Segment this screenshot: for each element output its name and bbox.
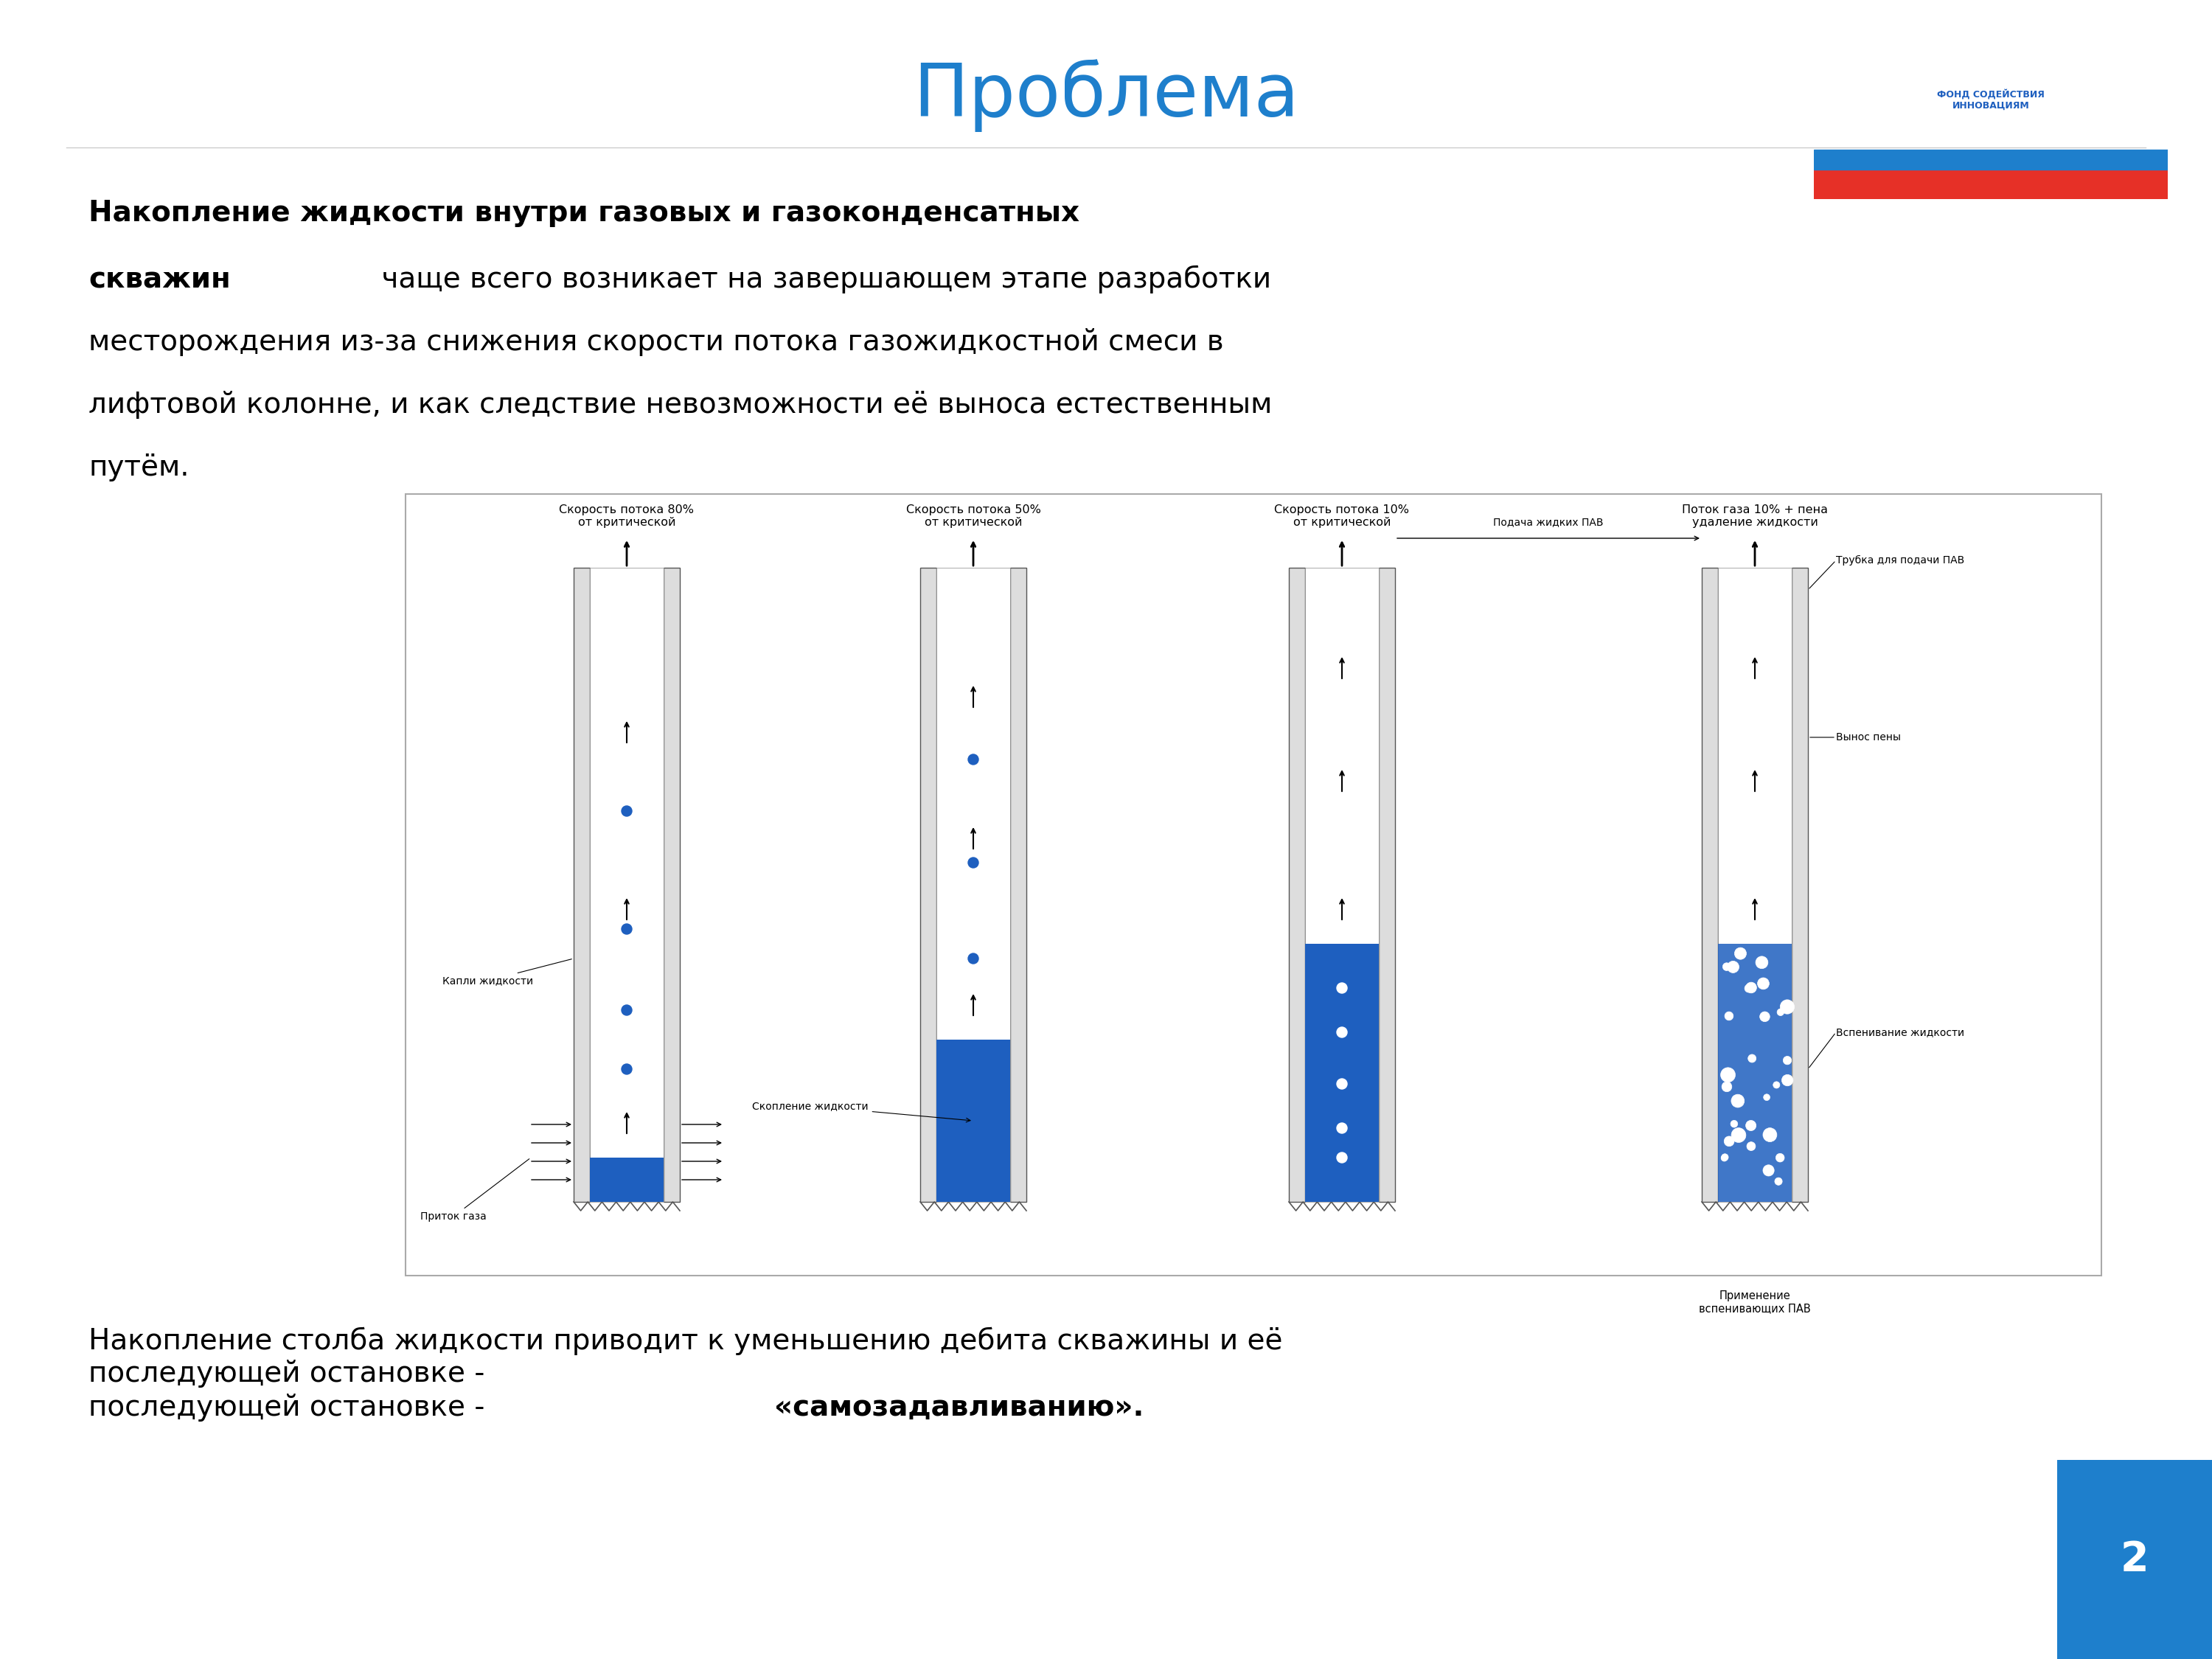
Circle shape	[1723, 962, 1730, 971]
Circle shape	[1728, 961, 1739, 972]
Bar	[936, 567, 1011, 1201]
Bar	[1814, 169, 2168, 199]
Bar	[1719, 944, 1792, 1201]
Circle shape	[1774, 1082, 1781, 1088]
Circle shape	[969, 858, 978, 868]
Bar	[405, 494, 2101, 1276]
Text: Скопление жидкости: Скопление жидкости	[752, 1102, 971, 1121]
Circle shape	[1721, 1067, 1734, 1082]
Text: Вспенивание жидкости: Вспенивание жидкости	[1836, 1027, 1964, 1037]
Circle shape	[1721, 1153, 1728, 1161]
Bar	[936, 1040, 1011, 1201]
Bar	[1701, 567, 1719, 1201]
Circle shape	[622, 1005, 633, 1015]
Bar	[664, 567, 679, 1201]
Circle shape	[1781, 1000, 1794, 1014]
Circle shape	[1756, 956, 1767, 969]
Circle shape	[1723, 1136, 1734, 1146]
Circle shape	[1761, 1012, 1770, 1022]
Circle shape	[1745, 984, 1752, 992]
Circle shape	[1721, 1082, 1732, 1092]
Circle shape	[1336, 1153, 1347, 1163]
Bar	[591, 1158, 664, 1201]
Circle shape	[1759, 977, 1770, 989]
Circle shape	[1763, 1128, 1776, 1141]
Circle shape	[1783, 1057, 1792, 1065]
Circle shape	[1745, 982, 1756, 994]
Circle shape	[1781, 1075, 1794, 1087]
Text: Накопление столба жидкости приводит к уменьшению дебита скважины и её
последующе: Накопление столба жидкости приводит к ум…	[88, 1327, 1283, 1389]
Text: месторождения из-за снижения скорости потока газожидкостной смеси в: месторождения из-за снижения скорости по…	[88, 328, 1223, 357]
Bar	[573, 567, 591, 1201]
Text: Скорость потока 10%
от критической: Скорость потока 10% от критической	[1274, 504, 1409, 528]
Bar	[1290, 567, 1305, 1201]
Circle shape	[1336, 1123, 1347, 1133]
Text: Проблема: Проблема	[914, 60, 1298, 133]
Text: Приток газа: Приток газа	[420, 1160, 529, 1221]
Circle shape	[1745, 1120, 1756, 1131]
Circle shape	[969, 755, 978, 765]
Bar	[591, 567, 664, 1201]
Bar	[1305, 567, 1378, 1201]
Circle shape	[1774, 1178, 1783, 1185]
Circle shape	[1763, 1093, 1770, 1100]
Bar	[920, 567, 936, 1201]
Circle shape	[1336, 1078, 1347, 1088]
Bar	[1378, 567, 1396, 1201]
Circle shape	[1721, 1155, 1728, 1161]
Bar	[1792, 567, 1807, 1201]
Circle shape	[1730, 1120, 1739, 1128]
Text: Накопление жидкости внутри газовых и газоконденсатных: Накопление жидкости внутри газовых и газ…	[88, 199, 1079, 227]
Circle shape	[1734, 947, 1745, 959]
Text: чаще всего возникает на завершающем этапе разработки: чаще всего возникает на завершающем этап…	[372, 265, 1272, 294]
Circle shape	[622, 806, 633, 816]
Text: Капли жидкости: Капли жидкости	[442, 959, 571, 985]
Text: последующей остановке -: последующей остановке -	[88, 1394, 493, 1422]
Circle shape	[1336, 982, 1347, 994]
Bar	[1011, 567, 1026, 1201]
Text: ФОНД СОДЕЙСТВИЯ
ИННОВАЦИЯМ: ФОНД СОДЕЙСТВИЯ ИННОВАЦИЯМ	[1938, 90, 2044, 109]
Circle shape	[1725, 1012, 1734, 1020]
Circle shape	[1336, 1027, 1347, 1037]
Text: «самозадавливанию».: «самозадавливанию».	[774, 1394, 1144, 1422]
Text: Трубка для подачи ПАВ: Трубка для подачи ПАВ	[1836, 556, 1964, 566]
Text: путём.: путём.	[88, 453, 190, 481]
Circle shape	[1732, 1128, 1745, 1143]
Circle shape	[1732, 1095, 1745, 1108]
Circle shape	[1747, 1055, 1756, 1062]
Circle shape	[1776, 1009, 1785, 1015]
Text: Поток газа 10% + пена
удаление жидкости: Поток газа 10% + пена удаление жидкости	[1681, 504, 1827, 528]
Circle shape	[1747, 1141, 1756, 1151]
Text: Скорость потока 80%
от критической: Скорость потока 80% от критической	[560, 504, 695, 528]
Circle shape	[622, 1063, 633, 1075]
Circle shape	[1763, 1165, 1774, 1176]
Circle shape	[969, 954, 978, 964]
Bar	[1814, 149, 2168, 169]
Text: скважин: скважин	[88, 265, 230, 294]
Bar	[1305, 944, 1378, 1201]
Text: Применение
вспенивающих ПАВ: Применение вспенивающих ПАВ	[1699, 1291, 1812, 1314]
Text: Вынос пены: Вынос пены	[1836, 732, 1900, 743]
Text: Скорость потока 50%
от критической: Скорость потока 50% от критической	[907, 504, 1040, 528]
Text: лифтовой колонне, и как следствие невозможности её выноса естественным: лифтовой колонне, и как следствие невозм…	[88, 392, 1272, 418]
Circle shape	[622, 924, 633, 934]
Text: Подача жидких ПАВ: Подача жидких ПАВ	[1493, 518, 1604, 528]
Bar	[1719, 567, 1792, 1201]
Circle shape	[1776, 1153, 1785, 1161]
Text: 2: 2	[2121, 1540, 2148, 1579]
